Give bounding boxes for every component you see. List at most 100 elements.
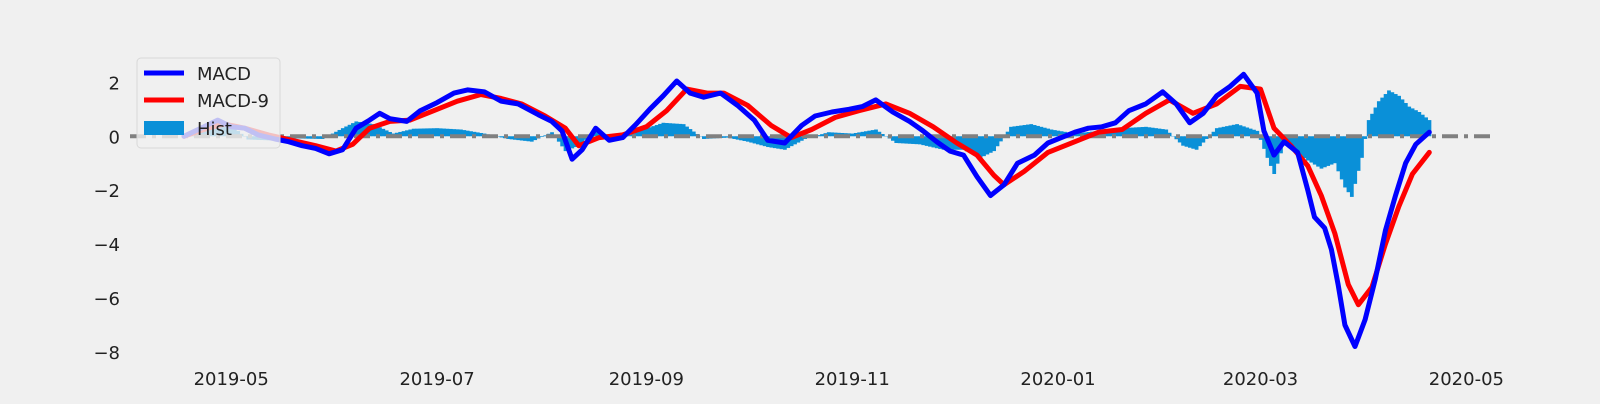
hist-bar (1320, 136, 1324, 168)
hist-bar (1390, 92, 1394, 136)
hist-bar (1370, 114, 1374, 136)
hist-bar (662, 123, 666, 136)
line-macd (184, 74, 1429, 346)
x-tick-label: 2019-11 (815, 369, 890, 390)
hist-bar (820, 134, 824, 136)
hist-bar (915, 136, 919, 144)
hist-bar (1397, 96, 1401, 136)
legend: MACD MACD-9 Hist (137, 58, 280, 148)
hist-bar (317, 136, 321, 139)
hist-bar (830, 132, 834, 136)
hist-bar (1380, 98, 1384, 137)
hist-bar (381, 129, 385, 136)
hist-bar (1353, 136, 1357, 184)
hist-bar (1417, 112, 1421, 136)
hist-bar (1012, 126, 1016, 136)
hist-bar (1343, 136, 1347, 187)
hist-bar (1394, 94, 1398, 136)
y-tick-label: −4 (93, 235, 120, 256)
hist-bar (476, 132, 480, 136)
y-tick-label: 0 (109, 127, 120, 148)
hist-bar (1323, 136, 1327, 167)
hist-bar (1384, 94, 1388, 136)
hist-bar (1326, 136, 1330, 166)
x-tick-label: 2020-03 (1223, 369, 1298, 390)
x-tick-label: 2019-07 (399, 369, 474, 390)
hist-bar (500, 136, 504, 137)
hist-bar (732, 136, 736, 139)
hist-bar (1245, 128, 1249, 137)
hist-bar (722, 136, 726, 138)
hist-bar (1195, 136, 1199, 149)
hist-bar (307, 136, 311, 138)
hist-bar (402, 131, 406, 136)
histogram-bars (192, 90, 1431, 196)
hist-bar (466, 131, 470, 137)
legend-macd9-label: MACD-9 (197, 91, 269, 112)
hist-bar (1181, 136, 1185, 145)
hist-bar (702, 136, 706, 139)
hist-bar (1141, 127, 1145, 136)
hist-bar (1333, 136, 1337, 163)
hist-bar (1414, 110, 1418, 136)
hist-bar (1212, 132, 1216, 136)
hist-bar (530, 136, 534, 141)
hist-bar (668, 123, 672, 136)
hist-bar (894, 136, 898, 143)
hist-bar (510, 136, 514, 139)
hist-bar (989, 136, 993, 153)
hist-bar (1347, 136, 1351, 192)
hist-bar (540, 136, 544, 137)
hist-bar (1313, 136, 1317, 164)
hist-bar (1377, 101, 1381, 136)
legend-hist-swatch (144, 121, 184, 135)
hist-bar (338, 130, 342, 136)
legend-hist-label: Hist (197, 119, 232, 140)
x-tick-label: 2020-01 (1020, 369, 1095, 390)
hist-bar (692, 132, 696, 137)
hist-bar (1303, 136, 1307, 158)
hist-bar (1357, 136, 1361, 171)
y-tick-label: 2 (109, 73, 120, 94)
hist-bar (1401, 99, 1405, 136)
hist-bar (1023, 125, 1027, 136)
x-tick-label: 2019-05 (194, 369, 269, 390)
hist-bar (1387, 90, 1391, 136)
hist-bar (446, 129, 450, 137)
y-tick-label: −6 (93, 289, 120, 310)
hist-bar (435, 128, 439, 136)
hist-bar (1336, 136, 1340, 171)
hist-bar (1374, 108, 1378, 137)
series-lines (184, 74, 1429, 346)
y-tick-label: −8 (93, 343, 120, 364)
hist-bar (861, 132, 865, 136)
hist-bar (1340, 136, 1344, 179)
hist-bar (1316, 136, 1320, 166)
legend-macd-label: MACD (197, 64, 251, 85)
hist-bar (1407, 107, 1411, 137)
hist-bar (756, 136, 760, 144)
hist-bar (1309, 136, 1313, 162)
hist-bar (1147, 127, 1151, 136)
hist-bar (851, 134, 855, 137)
hist-bar (985, 136, 989, 154)
hist-bar (992, 136, 996, 151)
hist-bar (1053, 130, 1057, 136)
hist-bar (1306, 136, 1310, 160)
hist-bar (412, 129, 416, 137)
hist-bar (1350, 136, 1354, 197)
hist-bar (1404, 103, 1408, 136)
hist-bar (1411, 108, 1415, 136)
hist-bar (1043, 128, 1047, 137)
hist-bar (1360, 136, 1364, 158)
hist-bar (1201, 136, 1205, 142)
hist-bar (1363, 136, 1367, 139)
hist-bar (1235, 124, 1239, 136)
y-tick-label: −2 (93, 181, 120, 202)
hist-bar (658, 124, 662, 136)
hist-bar (1367, 120, 1371, 136)
hist-bar (982, 136, 986, 156)
